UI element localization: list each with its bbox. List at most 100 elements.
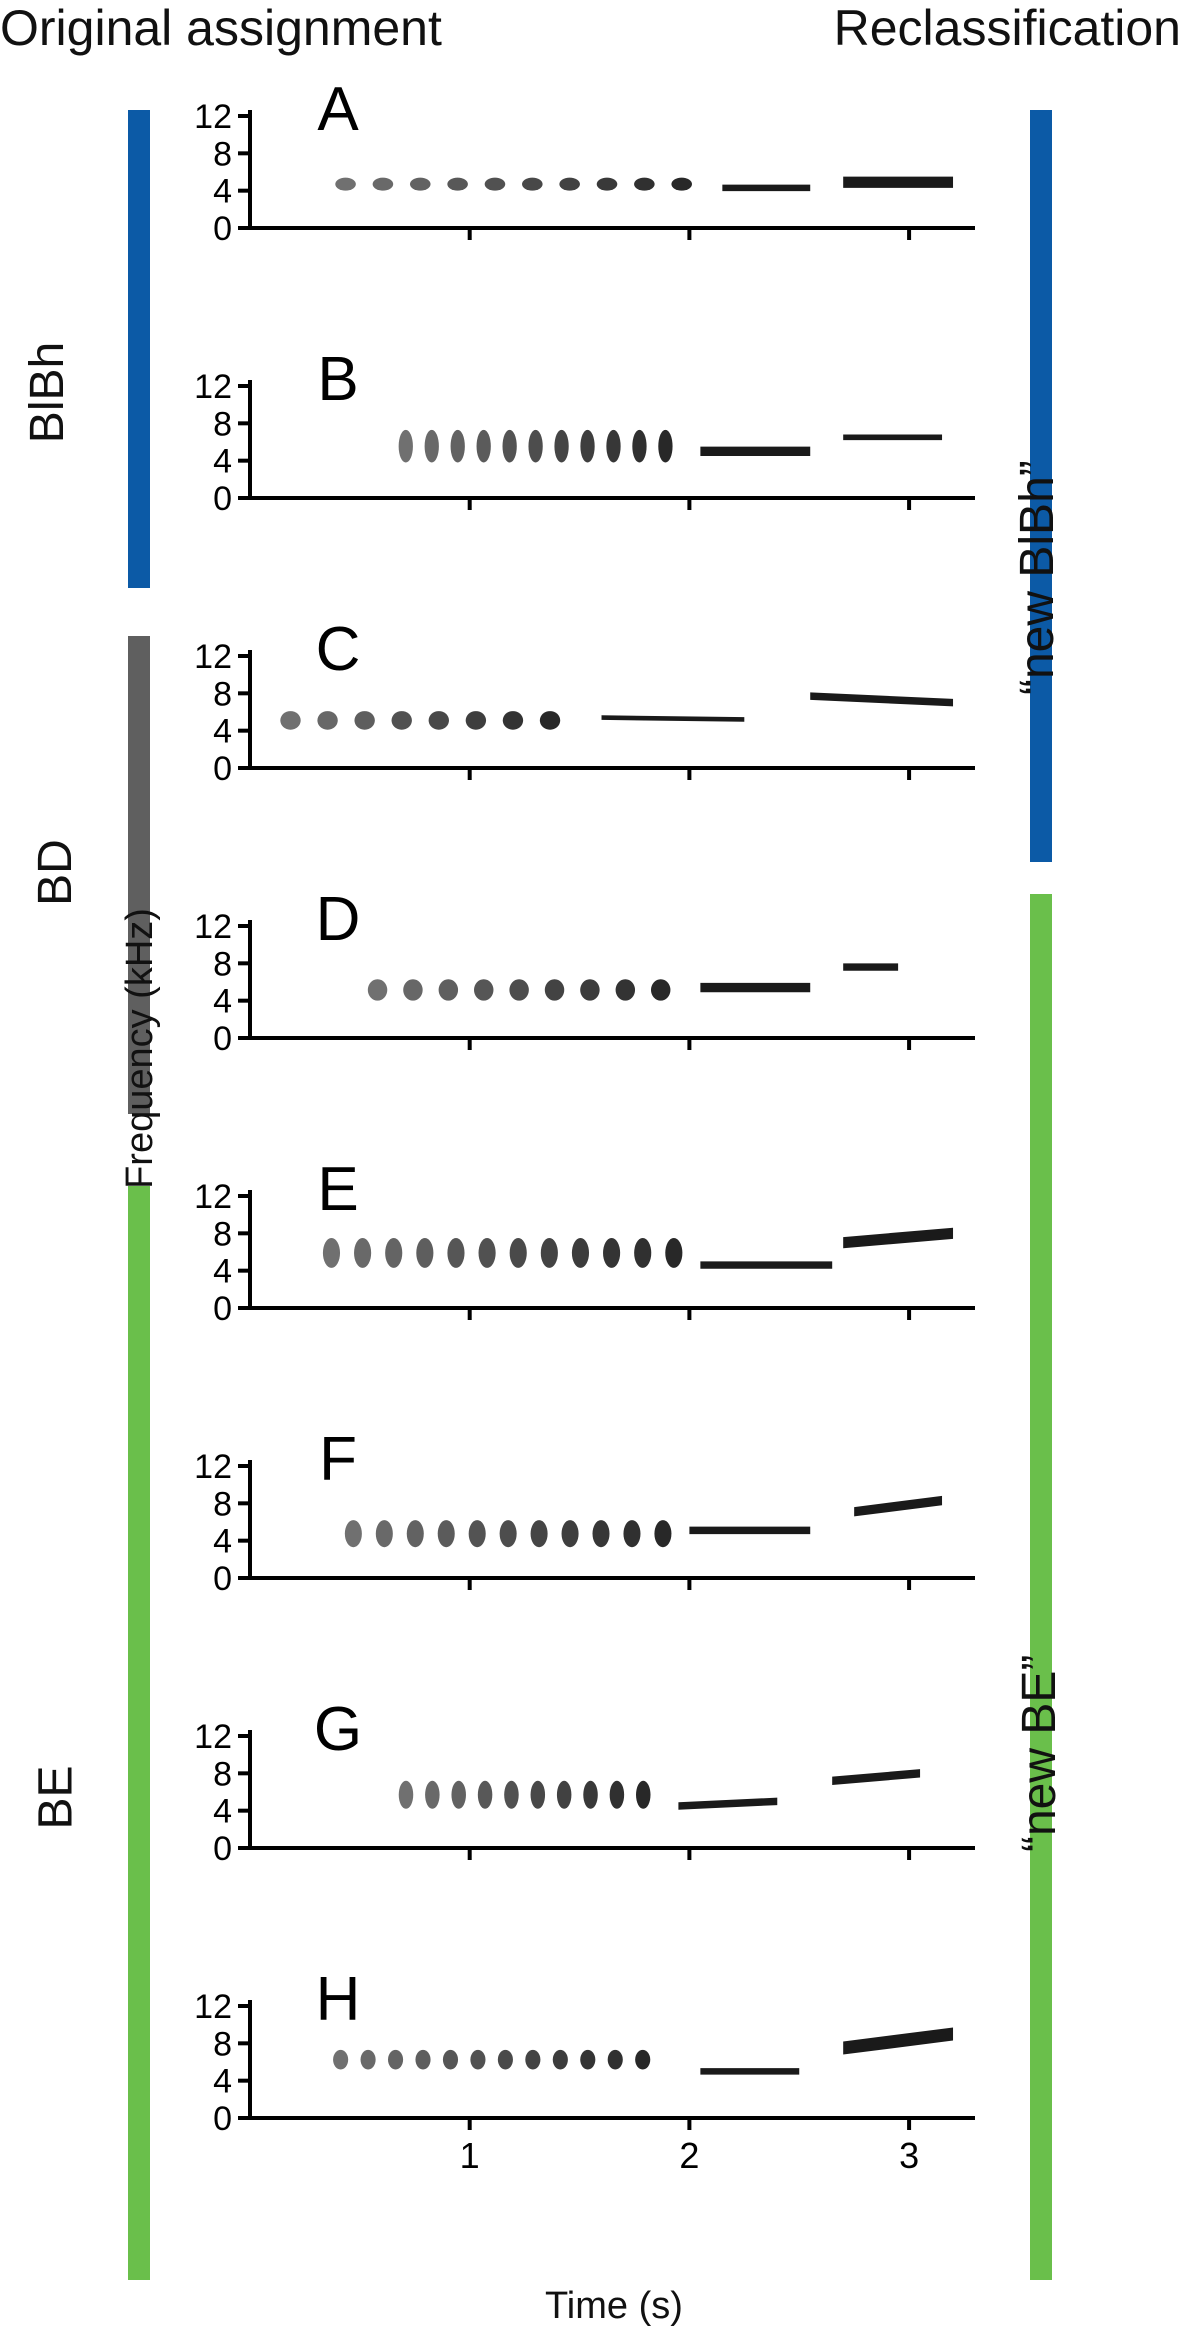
trill-syllable — [635, 2049, 651, 2070]
trill-syllable — [497, 2049, 513, 2070]
tone-element — [700, 446, 811, 456]
tone-element — [843, 176, 954, 188]
trill-syllable — [658, 429, 673, 463]
header-original-assignment: Original assignment — [0, 0, 442, 56]
bar-reclass-new-blbh — [1030, 110, 1052, 862]
panel-letter: G — [314, 1695, 362, 1764]
y-tick-label: 0 — [213, 210, 232, 248]
trill-syllable — [528, 429, 543, 463]
trill-syllable — [335, 177, 356, 191]
trill-syllable — [398, 429, 413, 463]
y-tick-label: 8 — [213, 945, 232, 983]
trill-syllable — [428, 711, 449, 730]
x-axis-title: Time (s) — [545, 2285, 683, 2327]
trill-syllable — [530, 1780, 546, 1809]
trill-syllable — [654, 1520, 672, 1548]
trill-syllable — [596, 177, 618, 191]
trill-syllable — [424, 429, 439, 463]
y-tick-label: 12 — [194, 908, 232, 946]
trill-syllable — [372, 177, 394, 191]
x-tick-label: 2 — [679, 2135, 699, 2176]
tone-element — [678, 1797, 778, 1810]
trill-syllable — [437, 1520, 455, 1548]
trill-syllable — [447, 1238, 465, 1268]
trill-syllable — [580, 2049, 596, 2070]
trill-syllable — [391, 711, 412, 730]
y-tick-label: 8 — [213, 1215, 232, 1253]
trill-syllable — [322, 1238, 341, 1268]
trill-syllable — [504, 1780, 519, 1809]
trill-syllable — [484, 177, 506, 191]
trill-syllable — [438, 979, 459, 1001]
trill-syllable — [583, 1780, 598, 1809]
panel-letter: H — [316, 1965, 361, 2034]
bar-reclass-new-be — [1030, 894, 1052, 2280]
trill-syllable — [367, 979, 388, 1001]
y-tick-label: 12 — [194, 1718, 232, 1756]
y-tick-label: 4 — [213, 173, 232, 211]
tone-element — [843, 963, 899, 971]
trill-syllable — [634, 177, 655, 191]
y-tick-label: 12 — [194, 368, 232, 406]
trill-syllable — [636, 1780, 651, 1809]
y-tick-label: 12 — [194, 98, 232, 136]
y-tick-label: 8 — [213, 2025, 232, 2063]
y-tick-label: 0 — [213, 1830, 232, 1868]
trill-syllable — [592, 1520, 610, 1548]
trill-syllable — [552, 2049, 568, 2070]
bar-original-be — [128, 1186, 150, 2280]
trill-syllable — [360, 2049, 376, 2070]
trill-syllable — [416, 1238, 434, 1268]
trill-syllable — [465, 711, 487, 730]
trill-syllable — [450, 429, 465, 463]
trill-syllable — [580, 429, 595, 463]
trill-syllable — [442, 2049, 459, 2070]
panel-axes — [248, 110, 975, 230]
y-tick-label: 4 — [213, 1523, 232, 1561]
tone-element — [689, 1526, 811, 1535]
trill-syllable — [473, 979, 494, 1001]
y-tick-label: 8 — [213, 1755, 232, 1793]
panel-axes — [248, 1460, 975, 1580]
trill-syllable — [403, 979, 423, 1001]
trill-syllable — [398, 1780, 414, 1809]
y-tick-label: 8 — [213, 135, 232, 173]
trill-syllable — [650, 979, 671, 1001]
trill-syllable — [387, 2049, 404, 2070]
trill-syllable — [375, 1520, 393, 1548]
trill-syllable — [634, 1238, 652, 1268]
tone-element — [854, 1495, 943, 1517]
y-tick-label: 0 — [213, 2100, 232, 2138]
panel-letter: E — [317, 1155, 358, 1224]
trill-syllable — [671, 177, 692, 191]
trill-syllable — [525, 2049, 541, 2070]
y-tick-label: 0 — [213, 750, 232, 788]
tone-element — [843, 1227, 954, 1249]
tone-element — [832, 1769, 921, 1785]
y-tick-label: 12 — [194, 638, 232, 676]
tone-element — [843, 2027, 954, 2055]
trill-syllable — [425, 1780, 440, 1809]
y-tick-label: 4 — [213, 713, 232, 751]
trill-syllable — [354, 711, 375, 730]
trill-syllable — [607, 2049, 623, 2070]
trill-syllable — [665, 1238, 683, 1268]
trill-syllable — [476, 429, 491, 463]
panel-letter: B — [317, 345, 358, 414]
bar-original-bd — [128, 636, 150, 1114]
y-tick-label: 4 — [213, 443, 232, 481]
trill-syllable — [556, 1780, 572, 1809]
trill-syllable — [561, 1520, 579, 1548]
header-reclassification: Reclassification — [833, 0, 1181, 56]
trill-syllable — [571, 1238, 590, 1268]
trill-syllable — [632, 429, 647, 463]
trill-syllable — [415, 2049, 431, 2070]
trill-syllable — [333, 2049, 349, 2070]
